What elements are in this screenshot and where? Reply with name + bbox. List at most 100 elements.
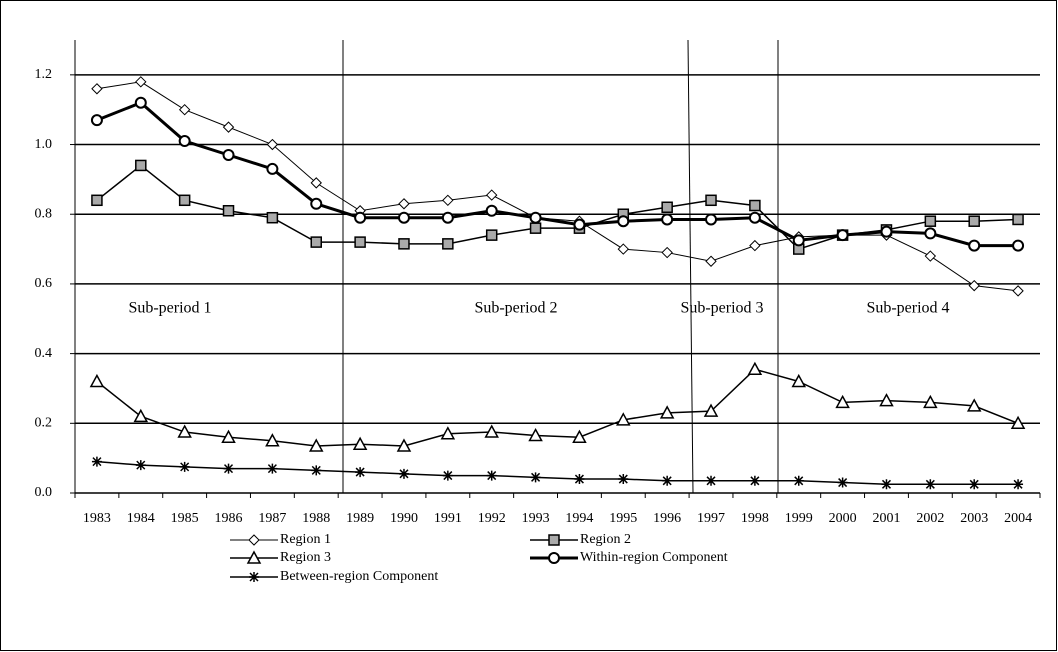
marker xyxy=(1012,239,1025,252)
marker xyxy=(747,361,763,376)
x-tick-label: 1984 xyxy=(127,511,155,526)
marker xyxy=(398,238,410,250)
legend-item: Within-region Component xyxy=(530,550,728,565)
marker xyxy=(440,426,456,440)
marker xyxy=(968,215,980,227)
marker xyxy=(485,189,498,201)
marker xyxy=(573,218,586,231)
marker xyxy=(398,198,410,210)
marker xyxy=(837,477,848,488)
y-tick-label: 0.2 xyxy=(35,416,53,431)
marker xyxy=(548,552,560,564)
x-tick-label: 1990 xyxy=(390,511,418,526)
annotation: Sub-period 4 xyxy=(866,300,949,317)
x-tick-label: 2003 xyxy=(960,511,988,526)
marker xyxy=(705,255,717,267)
x-tick-label: 1986 xyxy=(215,511,243,526)
x-tick-label: 1998 xyxy=(741,511,769,526)
legend-label: Within-region Component xyxy=(580,550,728,565)
marker xyxy=(1013,479,1024,490)
marker xyxy=(662,475,673,486)
marker xyxy=(1012,213,1024,226)
x-tick-label: 1992 xyxy=(478,511,506,526)
legend-label: Region 3 xyxy=(280,550,331,565)
x-tick-label: 2001 xyxy=(872,511,900,526)
x-tick-label: 1988 xyxy=(302,511,330,526)
x-tick-label: 1996 xyxy=(653,511,681,526)
annotation: Sub-period 1 xyxy=(128,300,211,317)
marker xyxy=(223,463,234,474)
marker xyxy=(249,572,259,582)
x-tick-label: 1999 xyxy=(785,511,813,526)
marker xyxy=(89,373,105,388)
marker xyxy=(135,159,147,172)
marker xyxy=(248,534,260,546)
y-tick-label: 0.4 xyxy=(35,346,53,361)
marker xyxy=(793,475,804,486)
marker xyxy=(880,225,893,238)
marker xyxy=(881,479,892,490)
annotation: Sub-period 3 xyxy=(680,300,763,317)
marker xyxy=(548,534,560,546)
marker xyxy=(133,408,149,423)
marker xyxy=(91,83,103,95)
marker xyxy=(442,238,454,250)
y-tick-label: 1.0 xyxy=(35,137,53,152)
marker xyxy=(572,429,587,443)
x-tick-label: 1991 xyxy=(434,511,462,526)
marker xyxy=(968,279,980,292)
marker xyxy=(442,194,454,206)
marker xyxy=(135,460,146,471)
marker xyxy=(221,429,236,443)
x-tick-label: 2000 xyxy=(829,511,857,526)
marker xyxy=(659,405,675,419)
y-tick-label: 0.8 xyxy=(35,206,53,221)
marker xyxy=(703,403,719,417)
marker xyxy=(836,229,849,242)
marker xyxy=(924,250,937,262)
x-tick-label: 1997 xyxy=(697,511,725,526)
marker xyxy=(134,96,147,109)
marker xyxy=(178,103,191,116)
marker xyxy=(354,236,366,248)
x-tick-label: 1993 xyxy=(522,511,550,526)
marker xyxy=(706,475,717,486)
series-line xyxy=(96,81,1019,292)
marker xyxy=(266,138,279,151)
marker xyxy=(618,474,629,485)
marker xyxy=(267,463,278,474)
marker xyxy=(311,465,322,476)
marker xyxy=(617,215,630,228)
x-tick-label: 1995 xyxy=(609,511,637,526)
marker xyxy=(792,234,805,247)
marker xyxy=(222,121,235,133)
x-tick-label: 1983 xyxy=(83,511,111,526)
marker xyxy=(966,398,982,412)
marker xyxy=(617,243,630,255)
y-tick-label: 1.2 xyxy=(35,67,53,82)
marker xyxy=(310,177,322,189)
y-tick-label: 0.0 xyxy=(35,485,53,500)
marker xyxy=(222,204,235,217)
marker xyxy=(308,438,324,452)
marker xyxy=(178,135,191,148)
marker xyxy=(310,236,322,248)
marker xyxy=(661,201,673,214)
marker xyxy=(923,394,938,409)
marker xyxy=(354,211,367,224)
marker xyxy=(397,211,410,224)
marker xyxy=(90,114,103,127)
marker xyxy=(352,436,368,450)
series-line xyxy=(96,460,1019,486)
marker xyxy=(616,412,631,426)
marker xyxy=(441,211,454,224)
marker xyxy=(749,475,760,486)
marker xyxy=(705,213,718,226)
marker xyxy=(969,479,980,490)
marker xyxy=(310,197,323,210)
marker xyxy=(442,470,453,481)
marker xyxy=(749,199,761,212)
marker xyxy=(528,427,543,442)
marker xyxy=(485,229,498,241)
